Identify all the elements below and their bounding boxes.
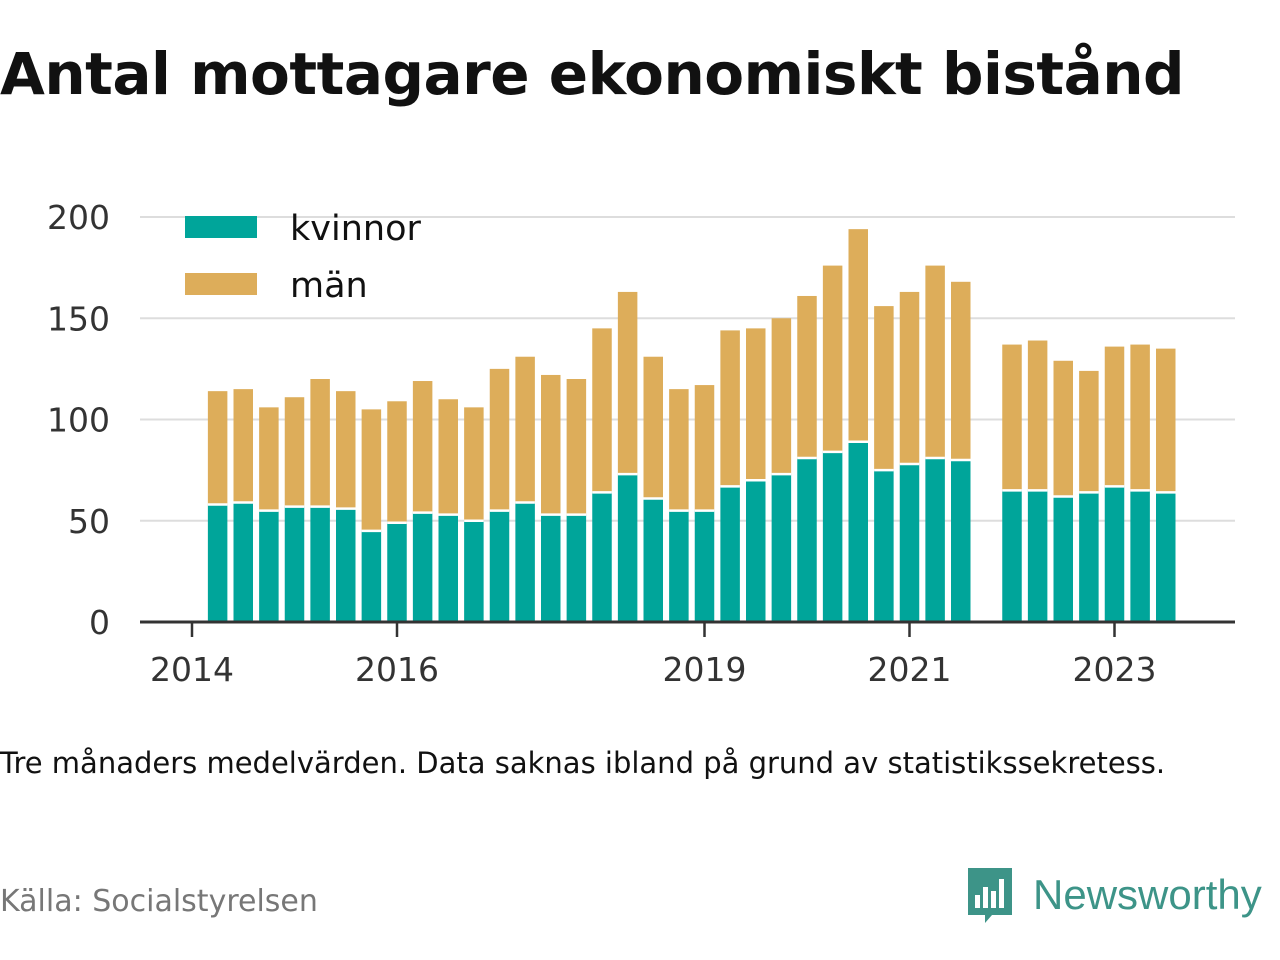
bar-man	[925, 265, 945, 458]
bar-kvinnor	[899, 464, 920, 622]
bar-man	[951, 281, 971, 460]
bar-kvinnor	[951, 460, 971, 622]
y-tick-label: 50	[68, 502, 110, 541]
bar-man	[1053, 360, 1073, 497]
chart-title: Antal mottagare ekonomiskt bistånd	[0, 40, 1185, 108]
y-tick-label: 100	[47, 401, 110, 440]
bar-man	[1104, 346, 1125, 487]
bar-kvinnor	[464, 520, 484, 622]
bar-kvinnor	[1079, 492, 1099, 622]
bar-man	[899, 291, 920, 465]
bar-kvinnor	[1104, 486, 1125, 622]
y-tick-label: 200	[47, 198, 110, 237]
bar-man	[387, 401, 407, 523]
bar-kvinnor	[1130, 490, 1150, 622]
bar-man	[1130, 344, 1150, 491]
y-axis: 0 50 100 150 200	[47, 198, 110, 642]
bar-kvinnor	[284, 506, 305, 622]
chart-note: Tre månaders medelvärden. Data saknas ib…	[0, 746, 1166, 780]
bars	[207, 229, 1176, 622]
bar-kvinnor	[515, 502, 535, 622]
bar-man	[1156, 348, 1176, 493]
bar-kvinnor	[489, 510, 510, 622]
bar-kvinnor	[694, 510, 715, 622]
bar-kvinnor	[720, 486, 740, 622]
bar-kvinnor	[1002, 490, 1022, 622]
bar-man	[771, 318, 792, 475]
bar-kvinnor	[207, 504, 228, 622]
bar-chart: 0 50 100 150 200 2014 2016 2019 2021 2023 kvinno…	[47, 198, 1235, 689]
bar-kvinnor	[925, 457, 945, 622]
y-tick-label: 0	[89, 603, 110, 642]
x-tick-label: 2019	[663, 650, 747, 689]
bar-man	[822, 265, 843, 452]
x-tick-label: 2023	[1073, 650, 1157, 689]
x-tick-label: 2021	[868, 650, 952, 689]
bar-man	[284, 397, 305, 507]
bar-man	[874, 306, 894, 471]
bar-kvinnor	[1053, 496, 1073, 622]
bar-kvinnor	[592, 492, 612, 622]
bar-man	[541, 374, 561, 515]
bar-kvinnor	[771, 474, 792, 622]
bar-kvinnor	[617, 474, 638, 622]
bar-kvinnor	[412, 512, 433, 622]
legend-label: kvinnor	[290, 209, 421, 249]
bar-kvinnor	[746, 480, 766, 622]
bar-man	[643, 356, 663, 499]
bar-kvinnor	[848, 441, 868, 622]
bar-man	[336, 391, 356, 509]
bar-man	[489, 368, 510, 511]
bar-kvinnor	[259, 510, 279, 622]
bar-man	[720, 330, 740, 487]
bar-man	[361, 409, 382, 531]
bar-kvinnor	[669, 510, 689, 622]
bar-man	[207, 391, 228, 505]
bar-kvinnor	[874, 470, 894, 622]
brand-logo[interactable]: Newsworthy	[965, 864, 1262, 926]
bar-kvinnor	[643, 498, 663, 622]
bar-kvinnor	[361, 530, 382, 622]
newsworthy-logo-icon	[968, 868, 1012, 923]
bar-man	[464, 407, 484, 521]
bar-kvinnor	[797, 457, 817, 622]
bar-kvinnor	[387, 522, 407, 622]
legend-swatch	[185, 273, 257, 295]
legend: kvinnor män	[185, 209, 421, 306]
bar-man	[592, 328, 612, 493]
legend-label: män	[290, 266, 368, 306]
bar-kvinnor	[438, 514, 458, 622]
bar-man	[259, 407, 279, 511]
bar-man	[1002, 344, 1022, 491]
bar-kvinnor	[541, 514, 561, 622]
bar-man	[617, 291, 638, 475]
source-label: Källa: Socialstyrelsen	[0, 884, 318, 919]
brand-name: Newsworthy	[1033, 871, 1262, 918]
x-tick-label: 2016	[355, 650, 439, 689]
bar-man	[1027, 340, 1048, 491]
bar-man	[438, 399, 458, 515]
bar-kvinnor	[336, 508, 356, 622]
x-axis: 2014 2016 2019 2021 2023	[140, 620, 1235, 689]
bar-man	[233, 389, 253, 503]
bar-man	[515, 356, 535, 503]
bar-kvinnor	[233, 502, 253, 622]
y-tick-label: 150	[47, 299, 110, 338]
bar-kvinnor	[1027, 490, 1048, 622]
bar-man	[412, 381, 433, 513]
bar-kvinnor	[822, 451, 843, 622]
bar-man	[694, 385, 715, 511]
bar-man	[797, 295, 817, 458]
x-tick-label: 2014	[150, 650, 234, 689]
legend-swatch	[185, 216, 257, 238]
bar-man	[310, 379, 330, 507]
bar-man	[746, 328, 766, 481]
bar-kvinnor	[566, 514, 587, 622]
bar-man	[566, 379, 587, 515]
bar-man	[848, 229, 868, 442]
bar-man	[669, 389, 689, 511]
bar-kvinnor	[1156, 492, 1176, 622]
bar-kvinnor	[310, 506, 330, 622]
bar-man	[1079, 370, 1099, 493]
